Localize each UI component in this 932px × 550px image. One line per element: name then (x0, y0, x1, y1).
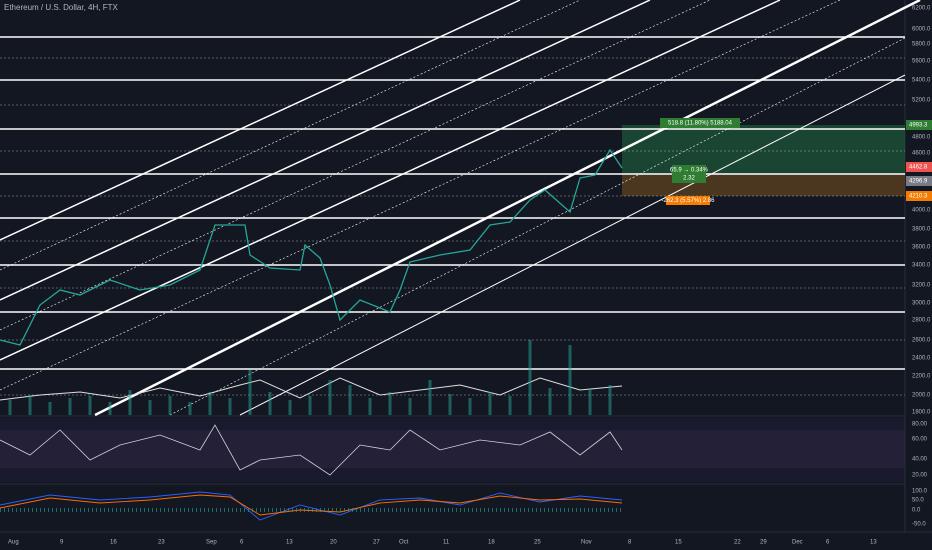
volume-ma (0, 377, 623, 401)
rsi-tick-label: 40.00 (912, 457, 928, 463)
rsi-line (0, 424, 623, 476)
date-tick-label: 15 (675, 540, 682, 546)
channel-lines (0, 0, 921, 417)
target-badge (660, 118, 740, 128)
channel-line (94, 0, 921, 417)
ratio-value: 2.32 (683, 176, 695, 182)
price-badge-label: 4210.3 (909, 194, 928, 200)
rsi-tick-label: 20.00 (912, 473, 928, 479)
price-tick-label: 2000.0 (912, 393, 931, 399)
price-badge (906, 191, 932, 201)
price-tick-label: 6000.0 (912, 27, 931, 33)
price-tick-label: 2400.0 (912, 356, 931, 362)
date-tick-label: 6 (240, 540, 244, 546)
channel-dotted (0, 0, 581, 271)
price-badge (906, 162, 932, 172)
volume-bars (8, 340, 612, 415)
date-tick-label: 6 (826, 540, 830, 546)
price-tick-label: 3200.0 (912, 283, 931, 289)
price-tick-label: 2200.0 (912, 374, 931, 380)
price-tick-label: 4000.0 (912, 208, 931, 214)
price-tick-label: 2600.0 (912, 338, 931, 344)
price-tick-label: 3800.0 (912, 227, 931, 233)
ratio-badge (672, 165, 706, 183)
price-tick-label: 3000.0 (912, 301, 931, 307)
date-tick-label: Dec (792, 540, 803, 546)
price-tick-label: 5200.0 (912, 98, 931, 104)
price-tick-label: 5600.0 (912, 59, 931, 65)
stop-label: -262.3 (5.57%) 2.86 (661, 198, 715, 204)
channel-line (0, 0, 651, 301)
price-badge-label: 4993.3 (909, 123, 928, 129)
price-badge (906, 176, 932, 186)
rsi-tick-label: 80.00 (912, 422, 928, 428)
date-tick-label: 22 (734, 540, 741, 546)
price-badge-label: 4462.8 (909, 165, 928, 171)
date-tick-label: 16 (110, 540, 117, 546)
stop-zone (622, 174, 905, 196)
macd-tick-label: 100.0 (912, 489, 928, 495)
date-tick-label: 23 (158, 540, 165, 546)
horizontal-levels (0, 36, 905, 396)
date-tick-label: 27 (373, 540, 380, 546)
channel-dotted (169, 37, 906, 416)
price-tick-label: 3400.0 (912, 263, 931, 269)
macd-tick-label: 50.0 (912, 498, 924, 504)
date-tick-label: 11 (443, 540, 450, 546)
date-tick-label: Aug (8, 540, 19, 546)
price-tick-label: 1800.0 (912, 410, 931, 416)
rsi-band (0, 430, 905, 468)
date-tick-label: 18 (488, 540, 495, 546)
price-badge (906, 120, 932, 130)
price-tick-label: 5800.0 (912, 42, 931, 48)
channel-dotted (0, 0, 711, 331)
date-tick-label: 25 (534, 540, 541, 546)
price-tick-label: 6200.0 (912, 6, 931, 12)
price-tick-label: 4600.0 (912, 151, 931, 157)
date-tick-label: 9 (60, 540, 64, 546)
macd-tick-label: 0.0 (912, 508, 921, 514)
channel-line (239, 74, 906, 416)
channel-line (0, 0, 781, 361)
date-tick-label: Oct (399, 540, 409, 546)
date-tick-label: Nov (581, 540, 592, 546)
date-tick-label: 13 (870, 540, 877, 546)
price-badge-label: 4296.9 (909, 179, 928, 185)
date-tick-label: 20 (330, 540, 337, 546)
macd-tick-label: -50.0 (912, 522, 926, 528)
price-tick-label: 5400.0 (912, 78, 931, 84)
rsi-tick-label: 60.00 (912, 437, 928, 443)
chart-title: Ethereum / U.S. Dollar, 4H, FTX (4, 3, 118, 12)
target-zone (622, 125, 905, 174)
price-tick-label: 2800.0 (912, 318, 931, 324)
price-tick-label: 4800.0 (912, 135, 931, 141)
stop-badge (666, 196, 710, 205)
date-tick-label: 29 (760, 540, 767, 546)
price-tick-label: 3600.0 (912, 245, 931, 251)
ratio-label: 65.9 → 0.34% (670, 168, 709, 174)
target-label: 518.8 (11.80%) 5188.04 (668, 121, 733, 127)
date-tick-label: Sep (206, 540, 217, 546)
date-tick-label: 13 (286, 540, 293, 546)
channel-line (0, 0, 521, 241)
date-tick-label: 8 (628, 540, 632, 546)
price-line (0, 148, 623, 346)
